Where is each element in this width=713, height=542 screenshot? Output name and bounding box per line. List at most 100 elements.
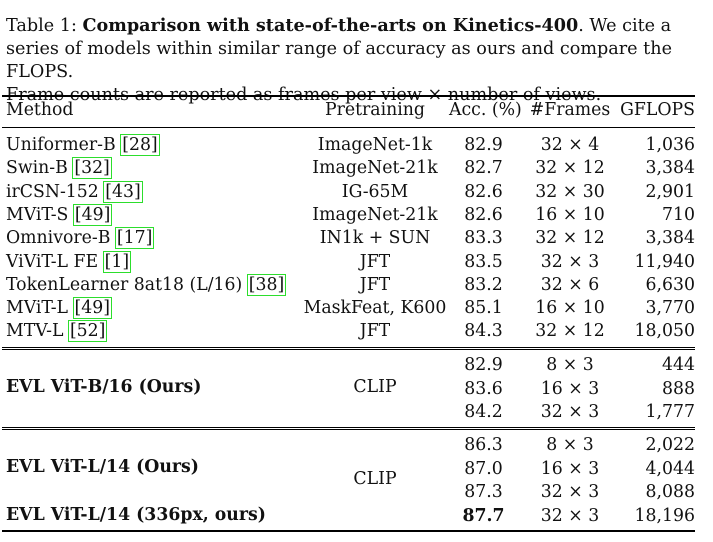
frames-cell: 32 × 3 [540, 252, 600, 272]
method-cell: Uniformer-B [28] [6, 134, 160, 156]
top-rule [2, 95, 695, 97]
gflops-cell: 2,901 [645, 182, 695, 202]
frames-cell: 32 × 12 [535, 321, 605, 341]
method-name: Omnivore-B [6, 228, 116, 248]
section-rule-1b [2, 349, 695, 350]
method-cell: MTV-L [52] [6, 320, 108, 342]
method-cell: irCSN-152 [43] [6, 181, 143, 203]
gflops-cell: 18,196 [634, 506, 695, 526]
gflops-cell: 3,384 [645, 228, 695, 248]
accuracy-cell: 83.6 [464, 379, 503, 399]
accuracy-cell: 87.7 [462, 506, 505, 526]
gflops-cell: 710 [662, 205, 695, 225]
citation-link[interactable]: [49] [72, 204, 113, 226]
citation-link[interactable]: [49] [72, 297, 113, 319]
gflops-cell: 444 [662, 355, 695, 375]
frames-cell: 16 × 3 [540, 379, 600, 399]
evl-b-pretraining: CLIP [353, 377, 397, 397]
accuracy-cell: 83.3 [464, 228, 503, 248]
pretraining-cell: ImageNet-21k [312, 158, 438, 178]
accuracy-cell: 85.1 [464, 298, 503, 318]
pretraining-cell: ImageNet-1k [317, 135, 433, 155]
method-name: MViT-S [6, 205, 74, 225]
frames-cell: 8 × 3 [546, 435, 594, 455]
frames-cell: 16 × 10 [535, 205, 605, 225]
gflops-cell: 1,777 [645, 402, 695, 422]
frames-cell: 32 × 12 [535, 158, 605, 178]
gflops-cell: 18,050 [634, 321, 695, 341]
accuracy-cell: 86.3 [464, 435, 503, 455]
accuracy-cell: 84.3 [464, 321, 503, 341]
citation-link[interactable]: [38] [246, 274, 287, 296]
method-name: TokenLearner 8at18 (L/16) [6, 275, 248, 295]
section-rule-1 [2, 347, 695, 348]
accuracy-cell: 82.7 [464, 158, 503, 178]
frames-cell: 32 × 4 [540, 135, 600, 155]
caption-label: Table 1: [6, 16, 77, 36]
accuracy-cell: 82.9 [464, 355, 503, 375]
citation-link[interactable]: [52] [67, 320, 108, 342]
evl-l-336-method: EVL ViT-L/14 (336px, ours) [6, 505, 266, 525]
accuracy-cell: 87.3 [464, 482, 503, 502]
citation-link[interactable]: [32] [72, 157, 112, 179]
citation-link[interactable]: [43] [103, 181, 143, 203]
frames-cell: 16 × 3 [540, 459, 600, 479]
caption-title: Comparison with state-of-the-arts on Kin… [82, 15, 579, 36]
accuracy-cell: 83.2 [464, 275, 503, 295]
gflops-cell: 4,044 [645, 459, 695, 479]
pretraining-cell: MaskFeat, K600 [303, 298, 447, 318]
citation-link[interactable]: [28] [120, 134, 160, 156]
evl-l-method: EVL ViT-L/14 (Ours) [6, 457, 199, 477]
pretraining-cell: ImageNet-21k [312, 205, 438, 225]
evl-l-pretraining: CLIP [353, 469, 397, 489]
accuracy-cell: 84.2 [464, 402, 503, 422]
accuracy-cell: 82.9 [464, 135, 503, 155]
section-rule-2 [2, 427, 695, 428]
method-cell: MViT-S [49] [6, 204, 113, 226]
frames-cell: 16 × 10 [535, 298, 605, 318]
accuracy-cell: 82.6 [464, 182, 503, 202]
gflops-cell: 1,036 [645, 135, 695, 155]
table-caption: Table 1: Comparison with state-of-the-ar… [6, 14, 706, 107]
pretraining-cell: IN1k + SUN [319, 228, 431, 248]
header-accuracy: Acc. (%) [449, 100, 522, 120]
method-cell: Omnivore-B [17] [6, 227, 155, 249]
gflops-cell: 11,940 [634, 252, 695, 272]
header-method: Method [6, 100, 74, 120]
citation-link[interactable]: [17] [114, 227, 155, 249]
gflops-cell: 6,630 [645, 275, 695, 295]
pretraining-cell: JFT [359, 275, 391, 295]
citation-link[interactable]: [1] [102, 251, 132, 273]
caption-line1-rest: . We cite a [578, 16, 672, 36]
method-name: irCSN-152 [6, 182, 105, 202]
header-frames: #Frames [529, 100, 611, 120]
evl-b-method: EVL ViT-B/16 (Ours) [6, 377, 202, 397]
pretraining-cell: IG-65M [341, 182, 409, 202]
frames-cell: 32 × 6 [540, 275, 600, 295]
caption-line-2: series of models within similar range of… [6, 39, 672, 82]
accuracy-cell: 83.5 [464, 252, 503, 272]
caption-line-1: Table 1: Comparison with state-of-the-ar… [6, 14, 706, 38]
method-cell: MViT-L [49] [6, 297, 113, 319]
frames-cell: 32 × 3 [540, 402, 600, 422]
pretraining-cell: JFT [359, 252, 391, 272]
gflops-cell: 8,088 [645, 482, 695, 502]
section-rule-2b [2, 429, 695, 430]
header-rule [2, 127, 695, 128]
pretraining-cell: JFT [359, 321, 391, 341]
gflops-cell: 2,022 [645, 435, 695, 455]
gflops-cell: 3,770 [645, 298, 695, 318]
frames-cell: 32 × 3 [540, 482, 600, 502]
accuracy-cell: 82.6 [464, 205, 503, 225]
gflops-cell: 3,384 [645, 158, 695, 178]
frames-cell: 8 × 3 [546, 355, 594, 375]
method-name: Uniformer-B [6, 135, 122, 155]
frames-cell: 32 × 12 [535, 228, 605, 248]
method-cell: Swin-B [32] [6, 157, 112, 179]
header-gflops: GFLOPS [620, 100, 695, 120]
method-name: MViT-L [6, 298, 74, 318]
method-cell: ViViT-L FE [1] [6, 251, 132, 273]
header-pretraining: Pretraining [324, 100, 425, 120]
method-cell: TokenLearner 8at18 (L/16) [38] [6, 274, 287, 296]
method-name: MTV-L [6, 321, 69, 341]
